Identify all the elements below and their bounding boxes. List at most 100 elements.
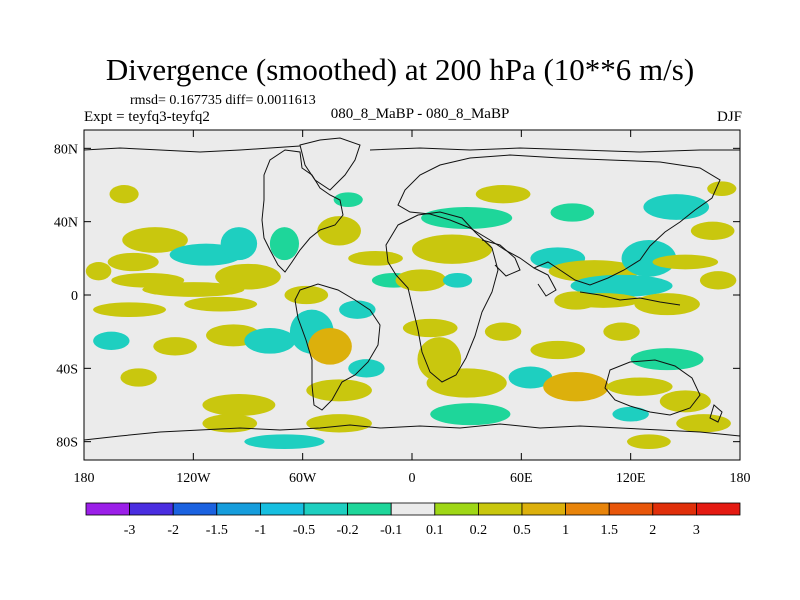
colorbar-swatch — [172, 502, 218, 516]
colorbar-label: -2 — [167, 523, 179, 538]
greenland-outline — [299, 137, 361, 191]
colorbar-swatch — [608, 502, 654, 516]
y-tick-label: 80N — [54, 142, 78, 157]
contour-region — [707, 181, 737, 197]
y-tick-label: 40N — [54, 216, 78, 231]
contour-region — [699, 271, 737, 290]
contour-region — [621, 240, 677, 277]
colorbar-label: 0.1 — [426, 523, 444, 538]
colorbar-label: -3 — [124, 523, 136, 538]
colorbar-swatch — [477, 502, 523, 516]
y-tick-label: 80S — [56, 436, 78, 451]
experiment-label: Expt = teyfq3-teyfq2 — [84, 109, 210, 125]
contour-region — [475, 185, 531, 204]
contour-region — [269, 227, 300, 261]
contour-region — [220, 227, 258, 261]
contour-region — [627, 434, 671, 449]
x-tick-label: 60E — [510, 471, 533, 486]
contour-fill-layer — [85, 181, 737, 449]
contour-region — [643, 194, 710, 220]
antarctica-outline — [84, 423, 740, 441]
contour-region — [421, 207, 513, 229]
contour-region — [109, 185, 139, 204]
contour-region — [652, 254, 719, 270]
colorbar-swatch — [129, 502, 174, 516]
contour-region — [244, 434, 325, 449]
y-tick-label: 0 — [71, 289, 78, 304]
colorbar: -3 -2 -1.5 -1 -0.5 -0.2 -0.1 0.1 0.2 0.5 1 1.5 2 3 — [85, 502, 741, 538]
contour-region — [215, 263, 281, 290]
x-tick-label: 120W — [176, 471, 211, 486]
colorbar-swatch — [434, 502, 479, 516]
contour-region — [348, 251, 403, 266]
africa-outline — [385, 211, 499, 383]
x-tick-label: 180 — [730, 471, 751, 486]
contour-region — [612, 406, 649, 422]
colorbar-label: 1 — [562, 523, 569, 538]
contour-region — [306, 379, 372, 402]
contour-region — [153, 337, 197, 356]
north-america-outline — [261, 149, 344, 273]
colorbar-label: 3 — [693, 523, 700, 538]
continent-outlines — [84, 137, 740, 441]
colorbar-swatch — [216, 502, 261, 516]
colorbar-swatch — [85, 502, 130, 516]
colorbar-swatch — [521, 502, 566, 516]
contour-region — [244, 328, 296, 354]
contour-region — [530, 340, 586, 360]
contour-region — [395, 269, 447, 292]
contour-region — [284, 285, 329, 305]
contour-region — [630, 348, 704, 371]
contour-region — [85, 262, 112, 281]
colorbar-label: 1.5 — [600, 523, 618, 538]
contour-region — [659, 390, 711, 413]
contour-region — [603, 322, 640, 341]
contour-region — [202, 394, 276, 416]
colorbar-label: 0.2 — [470, 523, 488, 538]
contour-region — [348, 359, 385, 378]
chart-title: Divergence (smoothed) at 200 hPa (10**6 … — [105, 52, 695, 87]
x-tick-label: 180 — [74, 471, 95, 486]
colorbar-swatch — [565, 502, 610, 516]
contour-region — [142, 282, 245, 297]
contour-region — [333, 192, 363, 208]
contour-region — [93, 331, 130, 351]
x-tick-label: 0 — [409, 471, 416, 486]
contour-region — [570, 274, 673, 297]
contour-region — [606, 377, 673, 396]
contour-region — [676, 414, 731, 433]
colorbar-label: -1 — [255, 523, 267, 538]
y-axis: 80N 40N 0 40S 80S — [54, 142, 740, 451]
y-tick-label: 40S — [56, 362, 78, 377]
contour-region — [508, 366, 553, 389]
colorbar-swatch — [259, 502, 305, 516]
contour-region — [484, 322, 522, 341]
colorbar-label: -0.1 — [380, 523, 402, 538]
colorbar-swatch — [696, 502, 741, 516]
contour-region — [317, 216, 361, 246]
contour-region — [442, 273, 473, 288]
new-zealand-outline — [709, 404, 723, 423]
contour-region — [690, 221, 735, 240]
colorbar-swatch — [390, 502, 436, 516]
x-tick-label: 120E — [616, 471, 646, 486]
contour-region — [122, 227, 188, 253]
contour-region — [107, 252, 159, 272]
contour-region — [566, 293, 640, 308]
contour-region — [402, 318, 458, 338]
colorbar-swatch — [303, 502, 348, 516]
x-tick-label: 60W — [289, 471, 317, 486]
colorbar-label: -0.2 — [337, 523, 359, 538]
colorbar-swatch — [652, 502, 697, 516]
contour-region — [339, 300, 376, 319]
contour-region — [306, 414, 372, 433]
colorbar-swatch — [347, 502, 392, 516]
contour-region — [550, 203, 595, 222]
contour-region — [184, 296, 258, 312]
australia-outline — [604, 359, 701, 416]
contour-region — [93, 302, 166, 317]
contour-region — [308, 328, 352, 365]
contour-region — [120, 368, 157, 387]
stats-label: rmsd= 0.167735 diff= 0.0011613 — [130, 93, 316, 108]
colorbar-label: 2 — [649, 523, 656, 538]
